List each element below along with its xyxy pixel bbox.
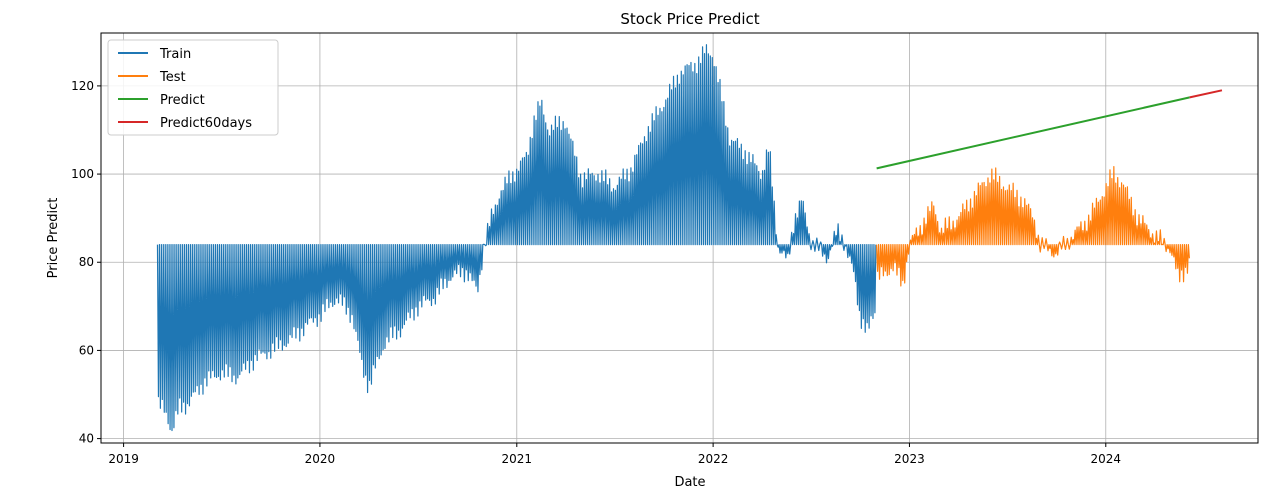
legend-label-predict: Predict [160,93,205,108]
y-tick-label: 120 [71,79,94,93]
chart-title: Stock Price Predict [620,10,759,28]
x-axis-label: Date [674,475,705,490]
x-tick-label: 2020 [305,452,336,466]
y-tick-label: 40 [79,432,94,446]
legend: Train Test Predict Predict60days [107,39,279,136]
series-predict60days-line [1189,89,1223,99]
axes-frame [100,32,1259,444]
legend-box [107,39,279,136]
x-tick-label: 2024 [1091,452,1122,466]
series-train-line [156,44,877,432]
y-tick-label: 100 [71,167,94,181]
y-tick-label: 80 [79,255,94,269]
legend-label-predict60days: Predict60days [160,116,252,131]
x-tick-label: 2023 [894,452,925,466]
series-test-line [876,166,1190,287]
legend-label-train: Train [159,47,191,62]
plot-area [156,44,1223,432]
x-tick-label: 2019 [108,452,139,466]
axis-ticks: 2019 2020 2021 2022 2023 2024 40 60 80 100 120 [71,79,1121,466]
series-predict-line [876,96,1190,170]
y-tick-label: 60 [79,343,94,357]
legend-label-test: Test [159,70,186,85]
x-tick-label: 2022 [698,452,729,466]
y-axis-label: Price Predict [46,198,61,279]
x-tick-label: 2021 [502,452,533,466]
